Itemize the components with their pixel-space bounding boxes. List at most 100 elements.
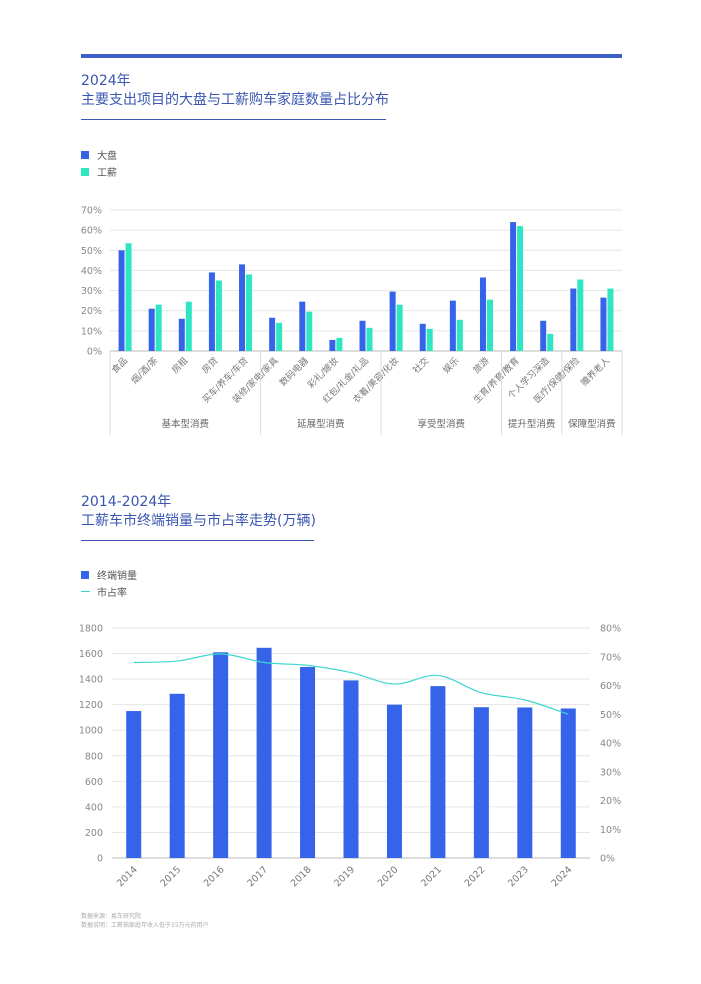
y-tick-label: 50%: [81, 246, 102, 257]
y-left-tick-label: 1600: [79, 649, 103, 660]
bar-gongxin: [366, 327, 373, 351]
chart2-year: 2014-2024年: [81, 494, 172, 510]
group-label: 保障型消费: [568, 418, 616, 430]
bar-gongxin: [215, 280, 222, 351]
footnote-source: 数据来源：易车研究院: [81, 913, 142, 920]
bar-dapan: [600, 297, 607, 351]
x-tick-label: 2018: [289, 864, 314, 889]
y-right-tick-label: 10%: [600, 825, 621, 836]
bar-gongxin: [125, 243, 132, 351]
bar-gongxin: [396, 304, 403, 351]
legend-label-sales: 终端销量: [97, 571, 137, 582]
footnote-note: 数据说明：工薪指家庭年收入低于15万元的用户: [81, 922, 209, 929]
bar-dapan: [359, 320, 366, 351]
legend-item-dapan: 大盘: [81, 146, 117, 163]
x-tick-label: 娱乐: [440, 355, 461, 376]
legend-swatch-gongxin: [81, 167, 89, 176]
y-left-tick-label: 1200: [79, 700, 103, 711]
x-tick-label: 房贷: [199, 355, 220, 376]
bar-gongxin: [426, 328, 433, 351]
chart1-title-block: 2024年 主要支出项目的大盘与工薪购车家庭数量占比分布: [81, 72, 389, 110]
x-tick-label: 烟/酒/茶: [128, 355, 160, 387]
bar-gongxin: [246, 274, 253, 351]
bar-sales: [517, 707, 533, 858]
y-left-tick-label: 800: [85, 751, 103, 762]
bar-dapan: [118, 250, 125, 351]
y-tick-label: 30%: [81, 286, 102, 297]
bar-sales: [256, 647, 272, 858]
y-right-tick-label: 70%: [600, 652, 621, 663]
bar-dapan: [540, 320, 547, 351]
line-share: [133, 653, 569, 715]
x-tick-label: 食品: [109, 355, 130, 376]
bar-dapan: [269, 317, 276, 351]
bar-sales: [386, 704, 402, 858]
legend-label-gongxin: 工薪: [97, 168, 117, 179]
x-tick-label: 2022: [463, 864, 488, 889]
y-tick-label: 60%: [81, 226, 102, 237]
bar-gongxin: [185, 301, 192, 351]
y-right-tick-label: 40%: [600, 739, 621, 750]
legend-item-sales: 终端销量: [81, 566, 137, 583]
y-right-tick-label: 50%: [600, 710, 621, 721]
bar-gongxin: [577, 279, 584, 351]
x-tick-label: 赡养老人: [578, 355, 612, 389]
bar-sales: [343, 680, 359, 858]
x-tick-label: 2014: [115, 864, 140, 889]
bar-dapan: [570, 288, 577, 351]
group-label: 享受型消费: [418, 418, 466, 430]
legend-item-gongxin: 工薪: [81, 163, 117, 180]
bar-gongxin: [336, 337, 343, 351]
x-tick-label: 房租: [169, 355, 190, 376]
bar-sales: [430, 686, 446, 858]
footnote: 数据来源：易车研究院 数据说明：工薪指家庭年收入低于15万元的用户: [81, 912, 209, 930]
y-right-tick-label: 20%: [600, 796, 621, 807]
bar-dapan: [510, 222, 517, 351]
bar-gongxin: [155, 304, 162, 351]
chart2-title-block: 2014-2024年 工薪车市终端销量与市占率走势(万辆): [81, 493, 316, 531]
bar-gongxin: [306, 311, 313, 351]
chart1-title-rule: [81, 119, 386, 120]
y-tick-label: 40%: [81, 266, 102, 277]
x-tick-label: 2024: [550, 864, 575, 889]
bar-dapan: [178, 318, 185, 351]
bar-gongxin: [486, 299, 493, 351]
x-tick-label: 社交: [410, 355, 431, 376]
group-label: 提升型消费: [508, 418, 556, 430]
y-tick-label: 70%: [81, 206, 102, 217]
legend-label-share: 市占率: [97, 588, 127, 599]
y-tick-label: 20%: [81, 306, 102, 317]
y-right-tick-label: 60%: [600, 681, 621, 692]
x-tick-label: 2020: [376, 864, 401, 889]
bar-dapan: [479, 277, 486, 351]
bar-dapan: [419, 323, 426, 351]
chart2-legend: 终端销量 市占率: [81, 566, 137, 600]
y-left-tick-label: 0: [97, 854, 103, 865]
y-left-tick-label: 1800: [79, 624, 103, 635]
y-right-tick-label: 80%: [600, 624, 621, 635]
bar-gongxin: [607, 288, 614, 351]
bar-dapan: [329, 339, 336, 351]
y-left-tick-label: 1400: [79, 675, 103, 686]
bar-sales: [300, 666, 316, 858]
legend-swatch-share: [81, 591, 90, 592]
chart1-svg: 0%10%20%30%40%50%60%70%食品 烟/酒/茶 房租 房贷买车/养车/…: [81, 206, 623, 435]
bar-dapan: [239, 264, 246, 351]
bar-dapan: [148, 308, 155, 351]
legend-item-share: 市占率: [81, 583, 137, 600]
x-tick-label: 2021: [419, 864, 444, 889]
legend-swatch-dapan: [81, 150, 89, 159]
legend-swatch-sales: [81, 570, 89, 579]
group-label: 延展型消费: [297, 418, 345, 430]
bar-sales: [126, 711, 142, 858]
bar-gongxin: [456, 319, 463, 351]
bar-gongxin: [276, 322, 283, 351]
bar-sales: [213, 652, 229, 858]
chart2-title-rule: [81, 540, 314, 541]
chart2-svg: 0 200 400 600 800 1000 1200 1400 1600 1800 0% 10% 20…: [79, 624, 621, 890]
bar-dapan: [449, 300, 456, 351]
chart1-title: 主要支出项目的大盘与工薪购车家庭数量占比分布: [81, 92, 389, 108]
bar-sales: [560, 708, 576, 858]
top-accent-bar: [81, 54, 622, 58]
y-left-tick-label: 400: [85, 802, 103, 813]
